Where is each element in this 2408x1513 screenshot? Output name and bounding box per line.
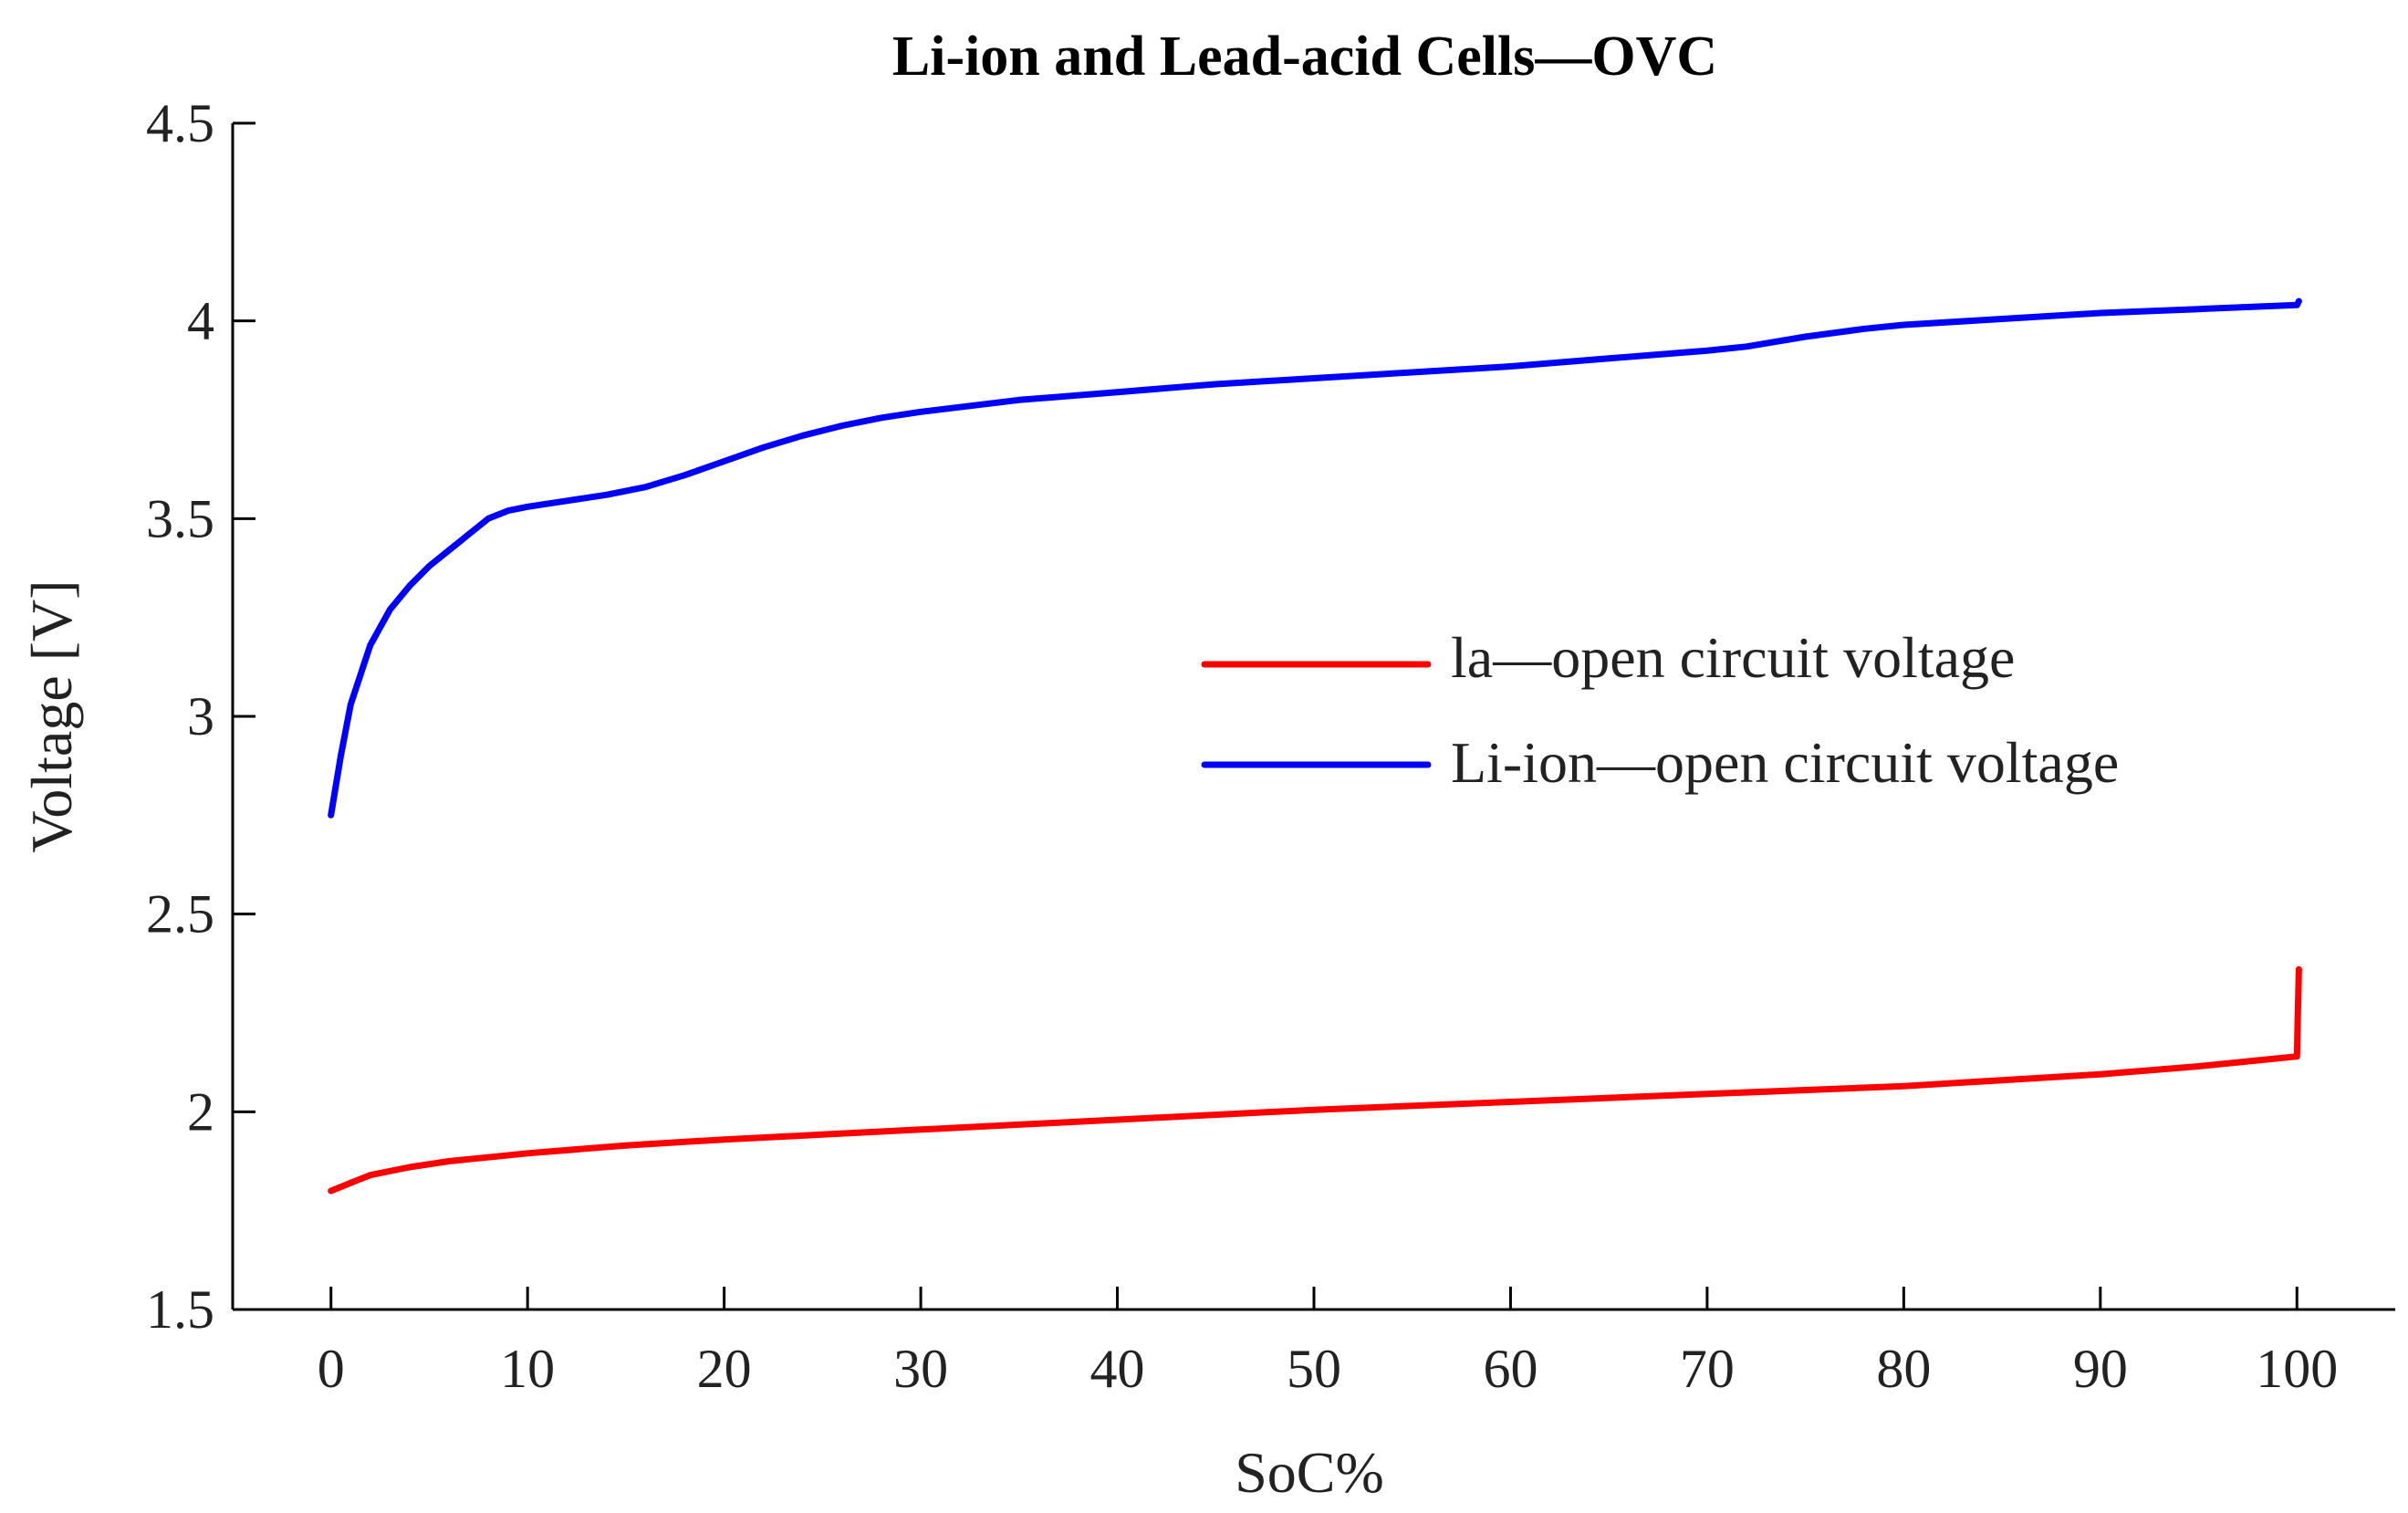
x-tick-label: 10 xyxy=(500,1339,555,1399)
series-group xyxy=(328,297,2302,1195)
legend: la—open circuit voltage Li-ion—open circ… xyxy=(1201,625,2119,795)
x-tick-label: 20 xyxy=(697,1339,752,1399)
y-tick-label: 3 xyxy=(187,686,214,746)
y-tick-label: 4.5 xyxy=(146,93,214,153)
y-tick-label: 3.5 xyxy=(146,488,214,548)
x-ticks: 0 10 20 30 40 50 60 70 80 90 100 xyxy=(318,1287,2338,1399)
series-line-la xyxy=(328,965,2302,1195)
series-line-li-ion xyxy=(328,297,2302,819)
x-tick-label: 40 xyxy=(1090,1339,1145,1399)
x-tick-label: 80 xyxy=(1876,1339,1931,1399)
chart-title: Li-ion and Lead-acid Cells—OVC xyxy=(892,26,1717,88)
y-ticks: 1.5 2 2.5 3 3.5 4 4.5 xyxy=(146,93,255,1340)
x-tick-label: 70 xyxy=(1680,1339,1735,1399)
x-tick-label: 60 xyxy=(1483,1339,1538,1399)
y-tick-label: 1.5 xyxy=(146,1279,214,1340)
legend-label-la: la—open circuit voltage xyxy=(1451,625,2015,690)
x-tick-label: 100 xyxy=(2256,1339,2338,1399)
x-tick-label: 30 xyxy=(893,1339,948,1399)
y-axis-label: Voltage [V] xyxy=(19,579,84,852)
x-axis-label: SoC% xyxy=(1235,1440,1384,1505)
x-tick-label: 50 xyxy=(1287,1339,1341,1399)
legend-label-li-ion: Li-ion—open circuit voltage xyxy=(1451,730,2119,795)
axes xyxy=(231,123,2395,1311)
y-tick-label: 2.5 xyxy=(146,884,214,944)
x-tick-label: 90 xyxy=(2073,1339,2128,1399)
y-tick-label: 4 xyxy=(187,291,214,351)
y-tick-label: 2 xyxy=(187,1081,214,1142)
x-tick-label: 0 xyxy=(318,1339,345,1399)
